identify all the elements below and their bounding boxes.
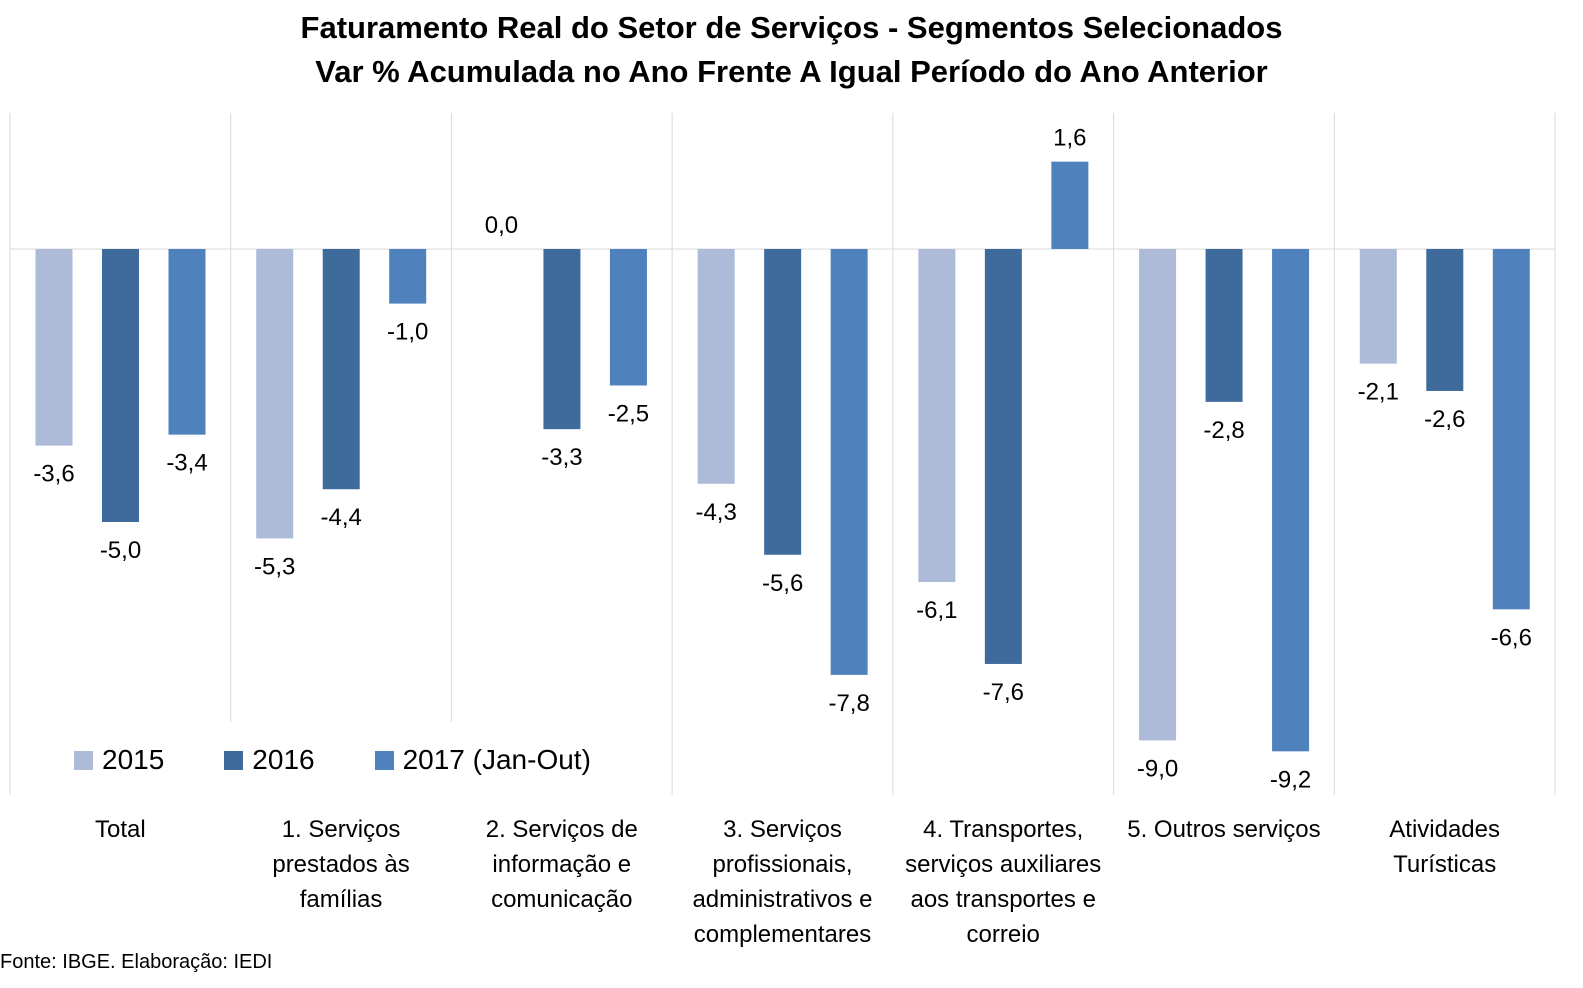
data-label: -4,3 [695, 499, 736, 526]
bar-2016 [102, 249, 139, 522]
data-label: -5,3 [254, 553, 295, 580]
x-tick-label-line: Atividades [1389, 816, 1500, 843]
data-label: -5,6 [762, 570, 803, 597]
x-tick-label: Total [10, 812, 230, 847]
data-label: -5,0 [100, 537, 141, 564]
bar-2017-jan-out- [830, 249, 868, 675]
x-tick-label: 3. Serviços profissionais, administrativos… [673, 812, 893, 952]
data-label: -7,6 [983, 679, 1024, 706]
data-label: -6,1 [916, 597, 957, 624]
bar-2015 [1359, 249, 1397, 364]
x-tick-label: 2. Serviços de informação e comunicação [452, 812, 672, 917]
legend-label: 2015 [102, 744, 165, 775]
x-tick-label-line: informação e [492, 851, 632, 878]
bar-2016 [984, 249, 1022, 664]
data-label: -1,0 [387, 319, 428, 346]
data-label: -2,8 [1203, 417, 1244, 444]
x-tick-label-line: correio [966, 921, 1040, 948]
bar-2016 [322, 249, 360, 490]
chart-subtitle: Var % Acumulada no Ano Frente A Igual Pe… [315, 54, 1268, 89]
data-label: -4,4 [321, 504, 362, 531]
legend-item: 2017 (Jan-Out) [374, 744, 591, 776]
x-tick-label-line: aos transportes e [910, 886, 1096, 913]
bar-2016 [543, 249, 581, 430]
legend-label: 2017 (Jan-Out) [402, 744, 591, 775]
legend-label: 2016 [252, 744, 315, 775]
chart-legend: 2015 2016 2017 (Jan-Out) [74, 740, 651, 780]
x-tick-label: 5. Outros serviços [1114, 812, 1334, 847]
x-tick-label-line: 5. Outros serviços [1127, 816, 1321, 843]
x-tick-label-line: Turísticas [1393, 851, 1497, 878]
x-tick-label-line: 2. Serviços de [485, 816, 638, 843]
x-tick-label-line: administrativos e [692, 886, 873, 913]
x-tick-label-line: Total [94, 816, 146, 843]
bar-2016 [764, 249, 802, 555]
data-label: -2,6 [1424, 406, 1465, 433]
x-tick-label-line: famílias [299, 886, 383, 913]
chart-title: Faturamento Real do Setor de Serviços - … [300, 10, 1283, 45]
data-label: -2,5 [608, 401, 649, 428]
legend-item: 2016 [224, 744, 315, 776]
x-tick-label: Atividades Turísticas [1335, 812, 1555, 882]
legend-swatch [374, 750, 394, 770]
bar-2015 [697, 249, 735, 484]
data-label: -2,1 [1358, 379, 1399, 406]
bar-2015 [918, 249, 956, 583]
x-tick-label-line: 4. Transportes, [923, 816, 1084, 843]
x-tick-label-line: prestados às [272, 851, 410, 878]
bar-2016 [1205, 249, 1243, 402]
data-label: -3,6 [33, 461, 74, 488]
x-tick-label-line: profissionais, [712, 851, 853, 878]
data-label: -9,2 [1270, 766, 1311, 793]
data-label: -7,8 [828, 690, 869, 717]
data-label: 0,0 [485, 212, 518, 239]
x-tick-label: 1. Serviços prestados às famílias [231, 812, 451, 917]
bar-2015 [35, 249, 73, 446]
x-tick-label: 4. Transportes, serviços auxiliares aos tr… [893, 812, 1113, 952]
bar-2017-jan-out- [1492, 249, 1530, 610]
bar-2016 [1426, 249, 1464, 391]
data-label: -3,3 [541, 444, 582, 471]
x-tick-label-line: complementares [693, 921, 872, 948]
legend-item: 2015 [74, 744, 164, 776]
bar-2017-jan-out- [1272, 249, 1310, 752]
bar-2015 [256, 249, 294, 539]
legend-swatch [224, 750, 244, 770]
legend-swatch [74, 750, 93, 770]
x-tick-label-line: 1. Serviços [281, 816, 401, 843]
bar-2017-jan-out- [168, 249, 206, 435]
data-label: -6,6 [1491, 624, 1532, 651]
bar-2017-jan-out- [609, 249, 647, 386]
source-note: Fonte: IBGE. Elaboração: IEDI [0, 951, 273, 973]
bar-2015 [1139, 249, 1177, 741]
x-tick-label-line: serviços auxiliares [905, 851, 1102, 878]
bar-2017-jan-out- [389, 249, 427, 304]
bar-2017-jan-out- [1051, 161, 1089, 249]
chart-title-block: Faturamento Real do Setor de Serviços - … [0, 6, 1583, 94]
x-tick-label-line: 3. Serviços [723, 816, 842, 843]
data-label: -9,0 [1137, 755, 1178, 782]
x-tick-label-line: comunicação [491, 886, 633, 913]
data-label: -3,4 [166, 450, 207, 477]
data-label: 1,6 [1053, 125, 1086, 152]
